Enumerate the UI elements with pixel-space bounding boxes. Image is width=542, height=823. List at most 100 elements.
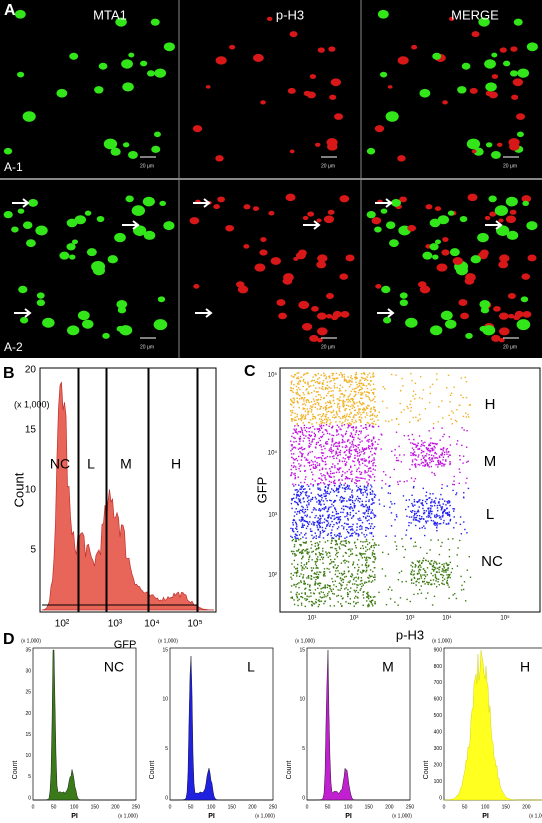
event — [299, 494, 302, 496]
event — [344, 478, 347, 480]
event — [356, 495, 359, 498]
event — [315, 564, 318, 567]
x-unit: (x 1,000) — [529, 813, 542, 819]
event — [297, 495, 299, 497]
event — [326, 471, 329, 474]
event — [344, 505, 347, 507]
event — [342, 441, 344, 444]
event — [352, 426, 354, 428]
event — [307, 383, 309, 386]
event — [364, 416, 367, 418]
event — [365, 504, 367, 506]
event — [305, 435, 307, 437]
event — [412, 574, 414, 576]
event — [441, 462, 444, 465]
event — [329, 605, 332, 607]
event — [465, 482, 467, 484]
event — [319, 571, 322, 574]
event — [358, 444, 361, 446]
event — [334, 466, 336, 469]
event — [350, 517, 353, 519]
event — [349, 499, 351, 501]
event — [321, 522, 323, 524]
y-tick-label: 15 — [299, 647, 305, 653]
event — [350, 412, 352, 415]
event — [293, 459, 295, 461]
event — [431, 583, 433, 585]
event — [293, 453, 295, 455]
event — [382, 386, 385, 388]
event — [329, 402, 332, 405]
event — [338, 517, 340, 520]
event — [329, 395, 332, 397]
event — [326, 534, 329, 537]
event — [438, 523, 440, 525]
event — [354, 374, 357, 376]
event — [312, 425, 314, 428]
event — [372, 552, 374, 555]
event — [340, 595, 342, 597]
event — [344, 450, 346, 453]
event — [309, 589, 312, 591]
event — [417, 420, 419, 422]
event — [340, 603, 342, 605]
event — [315, 466, 317, 469]
event — [317, 382, 320, 385]
event — [410, 522, 412, 524]
event — [345, 418, 347, 420]
event — [416, 578, 419, 580]
gate-label: M — [120, 456, 132, 472]
event — [411, 453, 414, 455]
event — [435, 497, 437, 499]
event — [430, 465, 433, 468]
event — [295, 385, 298, 388]
event — [434, 474, 436, 476]
event — [448, 563, 450, 566]
cell — [86, 248, 97, 257]
event — [429, 450, 432, 452]
event — [319, 596, 321, 598]
event — [330, 546, 332, 549]
event — [420, 452, 423, 454]
event — [352, 561, 355, 563]
event — [312, 473, 314, 476]
event — [314, 406, 316, 408]
event — [362, 512, 364, 514]
cell — [488, 195, 497, 203]
event — [322, 562, 324, 564]
event — [406, 598, 408, 601]
event — [349, 514, 351, 516]
event — [452, 483, 454, 486]
cell — [323, 215, 335, 224]
event — [436, 443, 438, 445]
event — [318, 521, 321, 524]
gate — [196, 367, 199, 613]
event — [296, 502, 299, 504]
event — [303, 396, 306, 399]
event — [319, 582, 322, 585]
cell — [11, 226, 19, 233]
event — [323, 418, 326, 421]
event — [316, 391, 318, 393]
event — [372, 464, 374, 467]
event — [308, 427, 310, 429]
event — [359, 552, 361, 554]
event — [329, 499, 331, 501]
event — [307, 372, 309, 374]
cell — [447, 210, 455, 216]
event — [366, 376, 368, 378]
event — [391, 503, 393, 505]
event — [434, 568, 436, 571]
event — [364, 511, 366, 514]
event — [435, 516, 437, 519]
event — [290, 550, 293, 553]
event — [315, 514, 317, 517]
event — [422, 462, 425, 464]
event — [302, 488, 305, 491]
event — [382, 551, 384, 554]
event — [345, 539, 347, 542]
event — [415, 466, 417, 468]
event — [347, 424, 350, 426]
event — [331, 439, 333, 441]
event — [346, 484, 349, 487]
